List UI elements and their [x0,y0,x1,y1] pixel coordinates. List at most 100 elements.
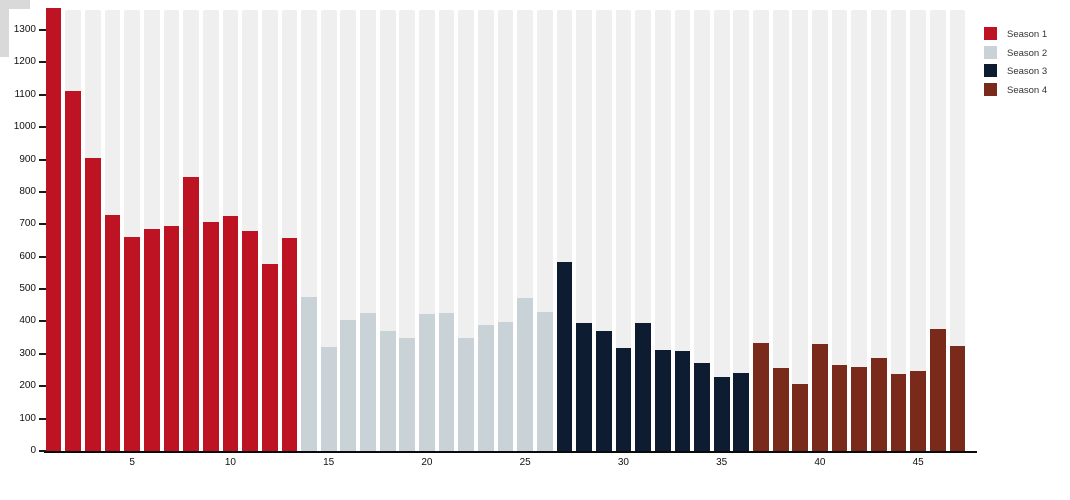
y-tick-label: 1000 [13,121,36,133]
bar-episode-44 [890,373,907,451]
bar-episode-8 [183,177,200,451]
background-stripe [851,10,868,451]
bar-episode-43 [871,357,887,451]
bar-episode-5 [124,237,141,451]
bar-episode-25 [517,297,534,451]
legend-label: Season 3 [1007,66,1048,77]
background-stripe [320,10,337,451]
background-stripe [654,10,671,451]
y-tick-label: 900 [19,153,36,165]
y-tick-label: 400 [19,315,36,327]
bar-episode-28 [576,322,593,451]
bar-episode-12 [261,263,278,451]
bar-episode-21 [438,313,455,451]
bar-episode-39 [792,383,809,451]
bar-episode-22 [458,338,475,451]
bar-episode-15 [320,347,337,451]
y-tick-mark [39,320,46,323]
y-tick-label: 1300 [13,24,36,35]
x-tick-label: 35 [716,457,728,468]
corner-artifact [0,0,30,9]
y-tick-mark [39,255,46,258]
bar-episode-38 [772,368,789,451]
bar-episode-24 [497,322,514,451]
bar-episode-33 [674,350,691,451]
y-tick-label: 1200 [13,56,36,68]
legend-label: Season 2 [1007,47,1048,59]
legend-swatch [984,45,997,59]
background-stripe [949,10,966,451]
background-stripe [890,10,907,451]
bar-episode-11 [242,231,258,451]
background-stripe [812,10,828,451]
bar-episode-4 [104,214,121,451]
y-tick-mark [39,288,46,291]
bar-episode-6 [143,229,160,451]
background-stripe [792,10,809,451]
x-tick-label: 30 [617,457,629,468]
legend-swatch [984,82,997,96]
y-tick-label: 500 [19,283,36,295]
bar-episode-23 [478,325,494,451]
bar-episode-19 [399,338,416,451]
background-stripe [733,10,750,451]
bar-episode-41 [831,364,848,451]
bar-episode-17 [360,313,376,451]
bar-episode-34 [694,362,710,451]
y-tick-label: 100 [19,412,36,424]
y-tick-mark [39,450,46,452]
y-tick-label: 0 [30,445,36,456]
bar-episode-36 [733,373,750,451]
bar-episode-7 [163,225,180,451]
y-tick-mark [39,126,46,129]
y-tick-mark [39,190,46,193]
background-stripe [694,10,710,451]
bar-episode-1 [45,8,62,451]
y-tick-label: 1100 [14,88,36,100]
y-tick-mark [39,29,46,31]
y-tick-mark [39,61,46,64]
x-tick-label: 5 [129,457,135,468]
x-tick-label: 10 [224,457,236,468]
background-stripe [772,10,789,451]
y-tick-mark [39,385,46,388]
y-tick-mark [39,223,46,226]
x-tick-label: 20 [421,457,433,468]
x-tick-label: 15 [323,457,335,468]
y-tick-label: 600 [19,250,36,262]
legend-swatch [984,27,997,40]
bar-episode-29 [595,331,612,451]
bar-episode-10 [222,215,239,451]
bar-episode-14 [301,297,317,451]
bar-episode-46 [929,328,946,451]
bar-episode-45 [910,370,927,451]
y-tick-label: 200 [19,380,36,392]
background-stripe [615,10,632,451]
bar-episode-27 [556,261,573,451]
y-tick-mark [39,352,46,355]
background-stripe [753,10,769,451]
bar-episode-2 [65,90,82,451]
bar-episode-42 [851,367,868,451]
bar-episode-37 [753,343,769,451]
legend-label: Season 4 [1007,84,1048,96]
background-stripe [713,10,730,451]
bar-episode-20 [419,314,435,451]
bar-episode-35 [713,377,730,451]
y-tick-mark [39,158,46,161]
y-tick-label: 700 [19,218,36,230]
background-stripe [674,10,691,451]
background-stripe [831,10,848,451]
bar-episode-30 [615,348,632,451]
y-tick-mark [39,93,46,96]
x-axis-line [44,451,977,453]
bar-episode-26 [536,311,553,451]
y-tick-mark [39,417,46,420]
bar-episode-31 [635,322,651,451]
legend-label: Season 1 [1007,29,1048,40]
x-tick-label: 25 [519,457,531,468]
bar-episode-18 [379,331,396,451]
bar-episode-47 [949,345,966,451]
